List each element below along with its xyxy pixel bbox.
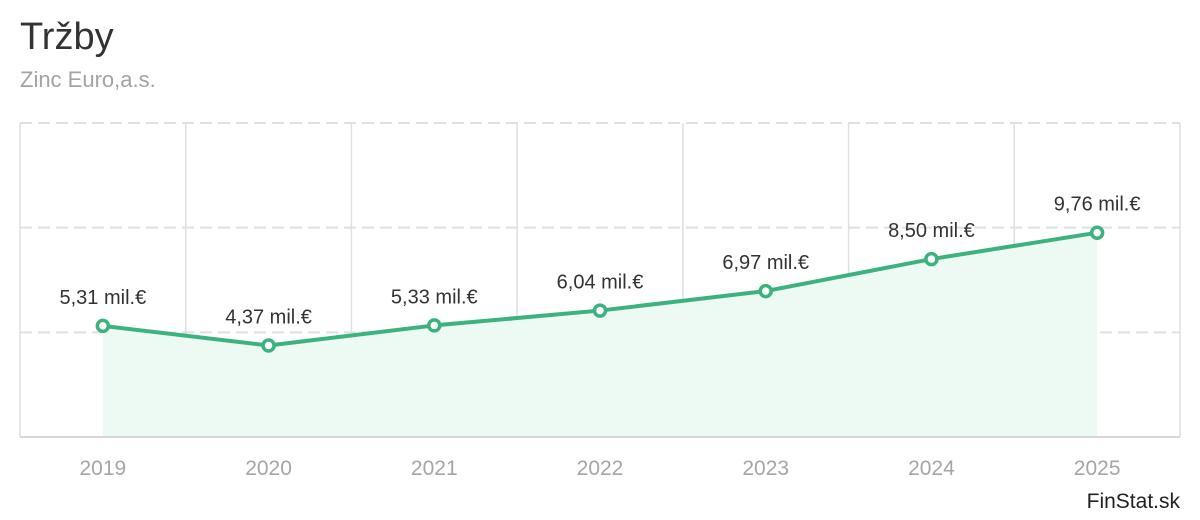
area-fill — [102, 232, 1098, 437]
data-label: 6,97 mil.€ — [722, 252, 809, 274]
x-tick-label: 2023 — [742, 457, 789, 480]
data-label: 5,33 mil.€ — [391, 286, 478, 308]
data-label: 9,76 mil.€ — [1054, 194, 1141, 216]
chart-subtitle: Zinc Euro,a.s. — [20, 67, 156, 92]
data-label: 6,04 mil.€ — [557, 272, 644, 294]
data-point — [592, 303, 608, 318]
data-point — [1089, 225, 1105, 240]
chart-title: Tržby — [20, 16, 114, 58]
data-label: 8,50 mil.€ — [888, 220, 975, 242]
finstat-watermark[interactable]: FinStat.sk — [1086, 490, 1180, 513]
x-tick-label: 2021 — [411, 457, 458, 480]
data-point — [427, 318, 442, 333]
data-point — [95, 318, 111, 334]
x-tick-label: 2022 — [577, 457, 624, 480]
x-tick-label: 2025 — [1074, 457, 1121, 480]
data-point — [261, 338, 276, 353]
x-tick-label: 2020 — [245, 457, 292, 480]
data-point — [758, 283, 773, 299]
data-point — [924, 251, 939, 267]
x-tick-label: 2024 — [908, 457, 955, 480]
data-label: 4,37 mil.€ — [225, 307, 312, 329]
x-tick-label: 2019 — [79, 457, 126, 480]
data-label: 5,31 mil.€ — [59, 287, 146, 309]
